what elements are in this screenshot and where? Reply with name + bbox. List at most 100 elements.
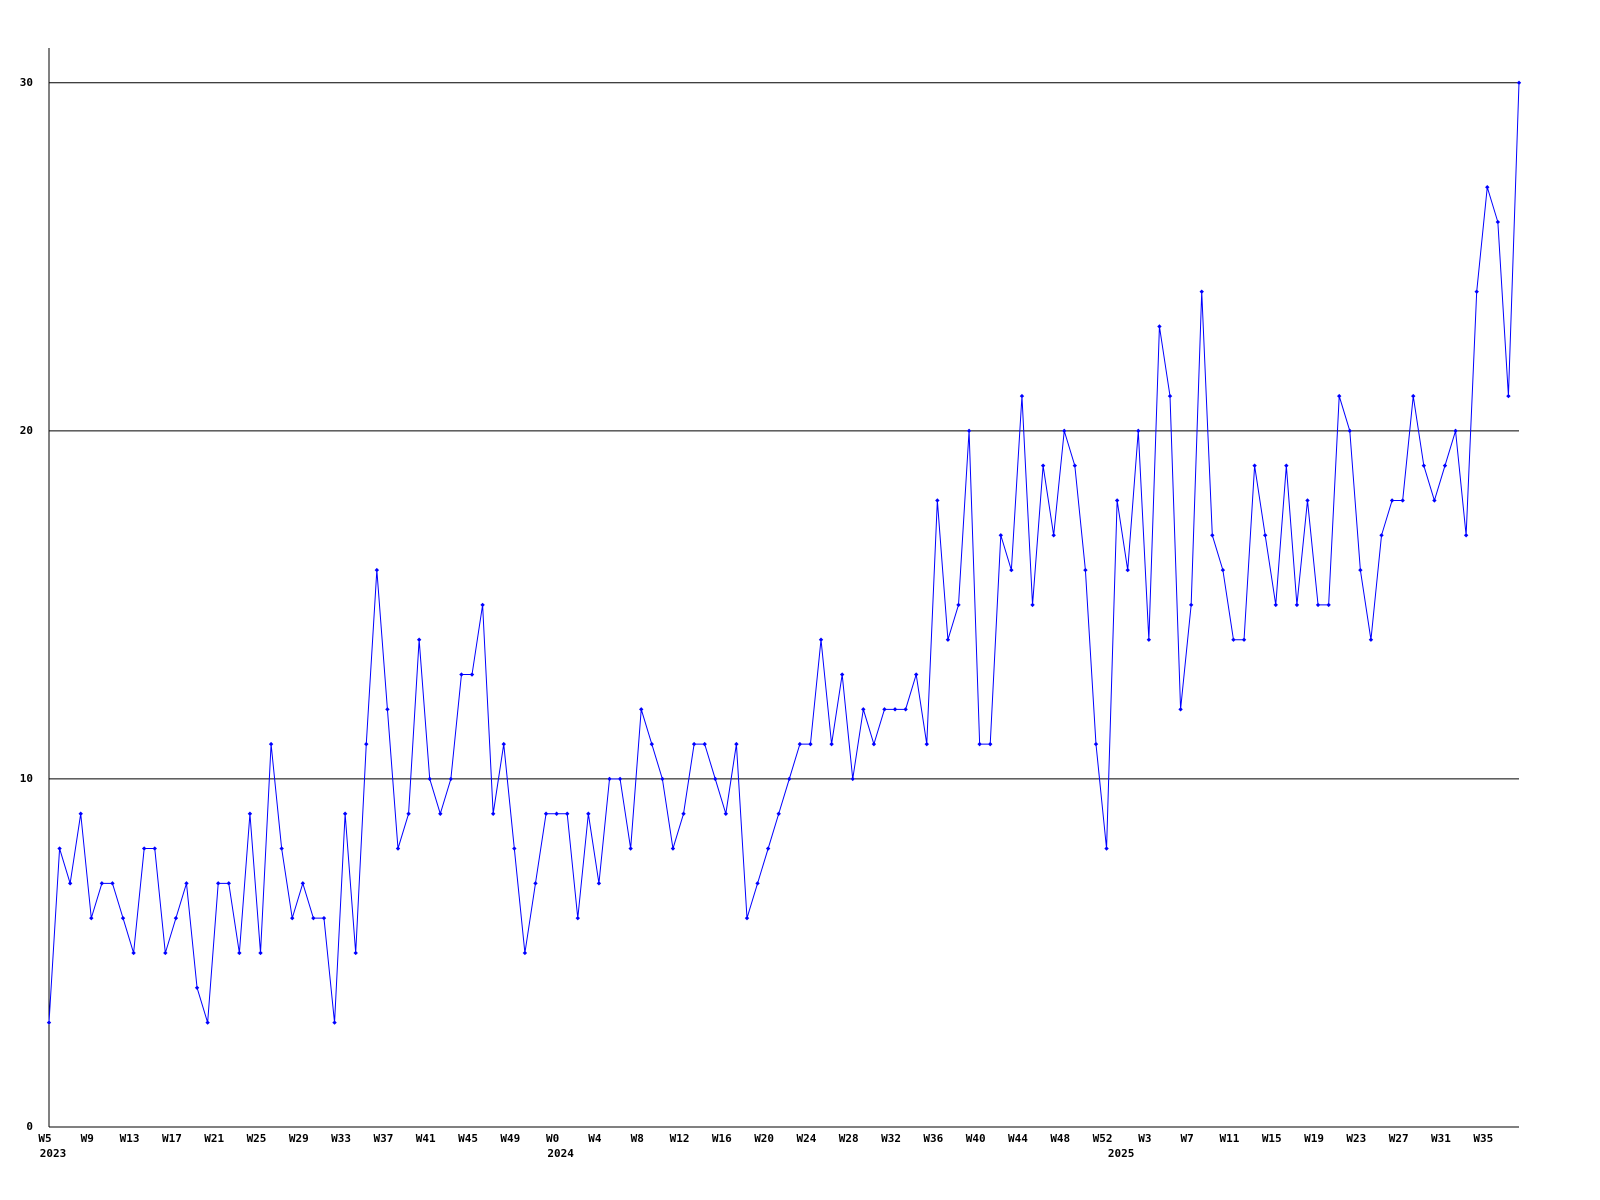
x-tick-label: W17 [162, 1132, 182, 1145]
x-tick-label: W16 [712, 1132, 732, 1145]
data-point [956, 602, 961, 608]
data-point [110, 881, 115, 886]
data-point [1421, 463, 1427, 468]
data-point [892, 707, 898, 712]
data-point [1485, 185, 1490, 190]
data-point [321, 915, 327, 921]
data-point [966, 428, 972, 434]
data-point [395, 846, 401, 851]
data-point [533, 881, 538, 886]
data-point [438, 811, 443, 816]
y-tick-label: 0 [26, 1120, 33, 1133]
x-tick-label: W20 [754, 1132, 774, 1145]
data-point [1337, 393, 1342, 399]
x-tick-label: W9 [81, 1132, 94, 1145]
y-tick-label: 30 [20, 76, 33, 89]
data-point [744, 915, 750, 921]
x-tick-label: W35 [1473, 1132, 1493, 1145]
x-tick-label: W23 [1346, 1132, 1366, 1145]
data-point [713, 776, 718, 782]
x-tick-label: W45 [458, 1132, 478, 1145]
data-point [57, 846, 62, 851]
data-point [1506, 393, 1511, 399]
data-point [607, 776, 612, 782]
y-tick-label: 20 [20, 424, 33, 437]
data-point [490, 811, 496, 816]
data-point [1252, 463, 1257, 468]
data-point [628, 846, 633, 851]
data-point [1241, 637, 1247, 642]
data-point [258, 950, 263, 956]
data-point [1220, 567, 1226, 573]
data-point [998, 533, 1003, 538]
data-point [734, 741, 739, 747]
data-point [290, 915, 295, 921]
data-point [1062, 428, 1067, 434]
x-tick-label: W29 [289, 1132, 309, 1145]
data-point [78, 811, 83, 816]
data-point [565, 811, 570, 816]
x-tick-label: W4 [588, 1132, 602, 1145]
data-point [1442, 463, 1448, 468]
data-point [1167, 393, 1173, 399]
data-point [1114, 498, 1120, 503]
x-tick-label: W13 [120, 1132, 140, 1145]
data-point [46, 1020, 52, 1025]
x-tick-label: W12 [670, 1132, 690, 1145]
data-point [226, 881, 231, 886]
x-tick-label: W25 [247, 1132, 267, 1145]
data-point [1231, 637, 1236, 642]
data-point [279, 846, 284, 851]
data-point [702, 741, 707, 747]
data-point [924, 741, 929, 747]
data-point [194, 985, 200, 990]
data-point [1379, 533, 1384, 538]
data-point [385, 707, 390, 712]
data-point [977, 741, 982, 747]
data-point [586, 811, 591, 816]
data-point [913, 672, 919, 677]
data-point [882, 707, 887, 712]
data-point [839, 672, 845, 677]
x-tick-label: W32 [881, 1132, 901, 1145]
data-point [691, 741, 697, 747]
data-point [776, 811, 781, 816]
data-point [1093, 741, 1099, 747]
data-point [152, 846, 157, 851]
data-point [1368, 637, 1374, 642]
data-point [1294, 602, 1300, 608]
data-point [1051, 533, 1056, 538]
data-point [755, 881, 760, 886]
y-tick-label: 10 [20, 772, 33, 785]
data-point [1040, 463, 1046, 468]
data-point [765, 846, 771, 851]
data-point [988, 741, 993, 747]
x-tick-label: W27 [1389, 1132, 1409, 1145]
x-tick-label: W44 [1008, 1132, 1028, 1145]
x-tick-label: W41 [416, 1132, 436, 1145]
data-point [723, 811, 729, 816]
data-point [311, 915, 316, 921]
data-point [427, 776, 432, 782]
data-point [416, 637, 422, 642]
x-tick-label: W48 [1050, 1132, 1070, 1145]
data-point [660, 776, 665, 782]
x-tick-label: W49 [500, 1132, 520, 1145]
data-point [1411, 393, 1416, 399]
data-point [1432, 498, 1437, 503]
data-point [903, 707, 908, 712]
data-point [1400, 498, 1405, 503]
data-point [1273, 602, 1278, 608]
data-point [364, 741, 369, 747]
data-point [141, 846, 147, 851]
data-point [1358, 567, 1363, 573]
data-point [1188, 602, 1194, 608]
data-point [554, 811, 559, 816]
data-point [1157, 324, 1162, 329]
x-year-label: 2023 [40, 1147, 67, 1160]
data-point [237, 950, 242, 956]
x-tick-label: W7 [1181, 1132, 1194, 1145]
data-point [247, 811, 253, 816]
data-point [945, 637, 951, 642]
data-point [268, 741, 274, 747]
